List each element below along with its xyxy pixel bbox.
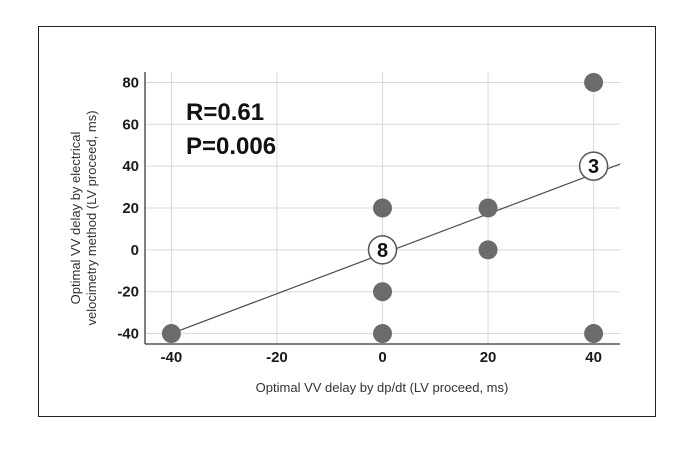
count-marker-label: 8 xyxy=(377,240,388,262)
x-tick-label: 20 xyxy=(480,349,497,366)
x-tick-label: 0 xyxy=(378,349,386,366)
data-point xyxy=(373,198,392,218)
y-axis-label: Optimal VV delay by electrical velocimet… xyxy=(68,110,99,325)
data-point xyxy=(584,72,604,92)
r-value: R=0.61 xyxy=(186,99,264,126)
count-marker-circle xyxy=(367,235,398,265)
y-tick-label: 0 xyxy=(131,242,139,259)
count-marker-circle xyxy=(578,151,609,181)
x-axis-label: Optimal VV delay by dp/dt (LV proceed, m… xyxy=(256,380,509,395)
axes xyxy=(144,72,620,345)
y-tick-label: -20 xyxy=(117,284,139,301)
x-tick-label: 40 xyxy=(585,349,602,366)
x-tick-label: -40 xyxy=(161,349,183,366)
data-point xyxy=(161,324,181,344)
data-point xyxy=(373,324,392,344)
count-marker-label: 3 xyxy=(588,156,599,178)
data-point xyxy=(584,324,604,344)
y-tick-label: 20 xyxy=(122,200,139,217)
data-points xyxy=(161,72,604,344)
y-tick-label: 80 xyxy=(122,74,139,91)
data-point xyxy=(373,282,392,302)
y-tick-label: -40 xyxy=(117,326,139,343)
y-axis-label-line-2: velocimetry method (LV proceed, ms) xyxy=(84,110,99,325)
x-tick-label: -20 xyxy=(266,349,288,366)
y-axis-label-line-1: Optimal VV delay by electrical xyxy=(68,132,83,305)
data-point xyxy=(478,240,498,260)
data-point xyxy=(478,198,498,218)
y-tick-label: 60 xyxy=(122,116,139,133)
figure-frame xyxy=(38,26,656,417)
tick-labels: -40 -20 0 20 40 -40 -20 0 20 40 60 80 xyxy=(117,74,602,366)
y-tick-label: 40 xyxy=(122,158,139,175)
p-value: P=0.006 xyxy=(186,133,276,160)
count-markers: 83 xyxy=(367,151,609,265)
